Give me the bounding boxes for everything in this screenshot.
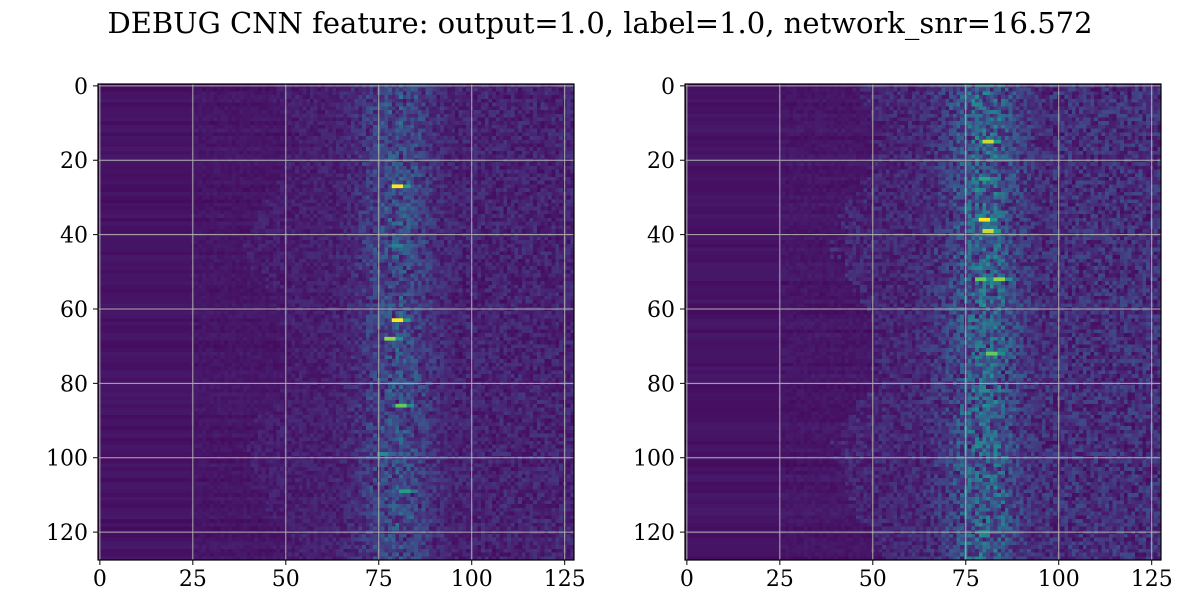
x-tick: 125 (544, 560, 586, 592)
y-tick-label: 40 (647, 224, 675, 249)
heatmap-hotspot-1 (978, 176, 990, 181)
x-tick-label: 100 (1038, 567, 1080, 592)
x-tick-label: 25 (179, 567, 207, 592)
y-tick: 120 (633, 521, 685, 546)
x-tick: 75 (952, 560, 980, 592)
y-tick: 80 (60, 372, 98, 397)
y-tick: 100 (46, 447, 98, 472)
heatmap-hotspot-8 (975, 441, 987, 445)
heatmap-hotspot-7 (978, 388, 990, 393)
x-tick-label: 125 (544, 567, 586, 592)
x-tick: 50 (272, 560, 300, 592)
y-tick-label: 60 (60, 298, 88, 323)
heatmap-panel-right: 0 25 50 75 100 125 0 20 40 60 80 100 120 (633, 75, 1173, 592)
y-tick: 60 (60, 298, 98, 323)
x-tick-label: 0 (93, 567, 107, 592)
y-tick: 120 (46, 521, 98, 546)
y-tick-label: 80 (647, 372, 675, 397)
y-tick-label: 120 (633, 521, 675, 546)
heatmap-hotspot-4 (975, 277, 987, 282)
heatmap-hotspot-0 (391, 184, 403, 189)
x-tick: 25 (179, 560, 207, 592)
x-tick-label: 50 (272, 567, 300, 592)
heatmap-hotspot-0 (982, 139, 994, 144)
x-tick: 25 (766, 560, 794, 592)
x-tick: 100 (451, 560, 493, 592)
figure-title: DEBUG CNN feature: output=1.0, label=1.0… (107, 6, 1093, 40)
y-tick-label: 60 (647, 298, 675, 323)
y-tick: 0 (74, 75, 98, 100)
heatmap-hotspot-1 (391, 318, 403, 322)
y-tick: 20 (60, 149, 98, 174)
y-tick-label: 0 (661, 75, 675, 100)
y-tick: 100 (633, 447, 685, 472)
heatmap-hotspot-4 (399, 489, 411, 494)
y-tick-label: 80 (60, 372, 88, 397)
x-tick: 0 (680, 560, 694, 592)
axes-frame (97, 83, 575, 561)
heatmap-hotspot-2 (978, 217, 990, 222)
x-tick-label: 75 (952, 567, 980, 592)
heatmap-hotspot-3 (982, 229, 994, 233)
x-tick-label: 50 (859, 567, 887, 592)
x-tick-label: 100 (451, 567, 493, 592)
x-tick: 50 (859, 560, 887, 592)
y-tick: 40 (647, 224, 685, 249)
x-tick: 125 (1131, 560, 1173, 592)
y-tick: 0 (661, 75, 685, 100)
y-tick-label: 120 (46, 521, 88, 546)
y-tick-label: 40 (60, 224, 88, 249)
heatmap-panel-left: 0 25 50 75 100 125 0 20 40 60 80 100 120 (46, 75, 586, 592)
x-tick-label: 0 (680, 567, 694, 592)
heatmap-hotspot-5 (993, 277, 1005, 282)
heatmap-cells (685, 84, 1161, 560)
y-tick: 40 (60, 224, 98, 249)
x-tick: 0 (93, 560, 107, 592)
heatmap-hotspot-5 (391, 243, 403, 248)
y-tick-label: 100 (46, 447, 88, 472)
axes-frame (684, 83, 1162, 561)
x-tick: 100 (1038, 560, 1080, 592)
heatmap-cells (98, 84, 574, 560)
y-tick: 20 (647, 149, 685, 174)
y-tick-label: 20 (60, 149, 88, 174)
x-tick-label: 125 (1131, 567, 1173, 592)
y-tick-label: 20 (647, 149, 675, 174)
x-tick: 75 (365, 560, 393, 592)
y-tick-label: 0 (74, 75, 88, 100)
heatmap-hotspot-2 (384, 336, 396, 341)
y-tick-label: 100 (633, 447, 675, 472)
x-tick-label: 75 (365, 567, 393, 592)
y-tick: 80 (647, 372, 685, 397)
heatmap-hotspot-3 (395, 403, 407, 408)
y-tick: 60 (647, 298, 685, 323)
heatmap-hotspot-6 (986, 351, 998, 356)
x-tick-label: 25 (766, 567, 794, 592)
heatmap-hotspot-6 (376, 452, 389, 456)
